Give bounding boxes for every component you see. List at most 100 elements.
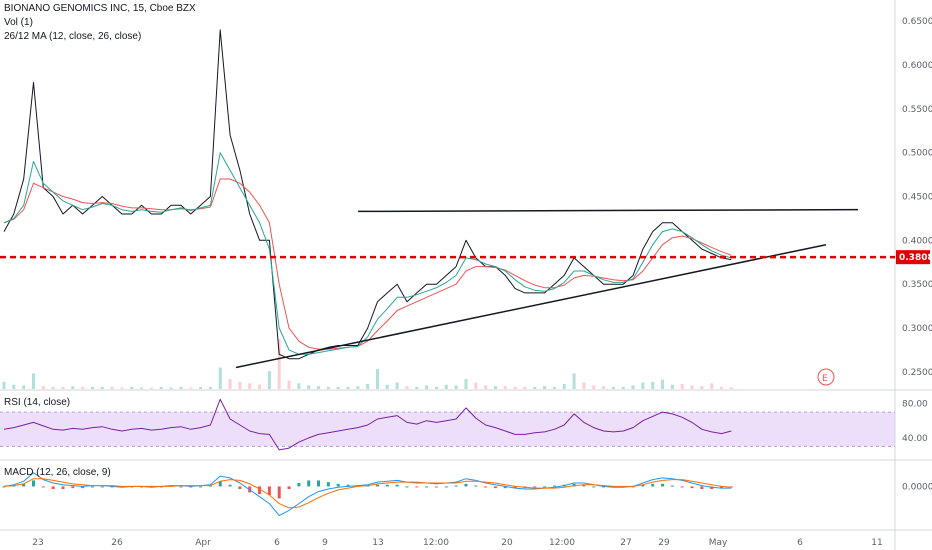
- macd-histogram-bar: [405, 486, 409, 488]
- volume-bar: [51, 386, 55, 389]
- macd-panel: [2, 472, 733, 517]
- macd-histogram-bar: [484, 486, 488, 488]
- volume-bar: [336, 386, 340, 389]
- earnings-circle: [817, 368, 835, 386]
- price-tick-label: 0.6000: [902, 61, 932, 71]
- macd-histogram-bar: [729, 486, 733, 488]
- volume-bar: [543, 386, 547, 389]
- time-tick-label: 20: [501, 538, 513, 548]
- macd-histogram-bar: [543, 486, 547, 488]
- volume-bar: [385, 384, 389, 389]
- macd-histogram-bar: [552, 485, 556, 487]
- volume-bar: [641, 382, 645, 389]
- volume-bar: [356, 386, 360, 389]
- macd-histogram-bar: [130, 486, 134, 488]
- macd-histogram-bar: [100, 486, 104, 488]
- macd-histogram-bar: [71, 486, 75, 489]
- support-trendline: [235, 243, 827, 369]
- volume-bar: [169, 387, 173, 389]
- earnings-marker: E: [817, 368, 835, 386]
- time-tick-label: 6: [274, 538, 280, 548]
- price-tick-label: 0.2500: [902, 368, 932, 378]
- volume-bar: [474, 382, 478, 389]
- volume-bar: [267, 371, 271, 389]
- macd-histogram-bar: [218, 481, 222, 487]
- volume-bar: [552, 386, 556, 389]
- volume-bar: [120, 387, 124, 389]
- rsi-line: [3, 398, 732, 451]
- volume-bar: [375, 369, 379, 389]
- volume-bar: [602, 386, 606, 389]
- macd-histogram-bar: [670, 485, 674, 487]
- volume-bar: [425, 385, 429, 389]
- volume-bar: [100, 386, 104, 389]
- volume-bar: [90, 386, 94, 389]
- volume-bar: [317, 386, 321, 389]
- volume-bar: [218, 367, 222, 389]
- macd-histogram-bar: [199, 486, 203, 488]
- volume-bar: [484, 385, 488, 389]
- time-tick-label: 12:00: [549, 538, 575, 548]
- macd-histogram-bar: [277, 486, 281, 499]
- rsi-tick-label: 40.00: [902, 434, 928, 444]
- volume-bar: [562, 384, 566, 389]
- price-series-line: [3, 29, 732, 360]
- macd-histogram-bar: [464, 483, 468, 487]
- ma-fast-line: [3, 152, 732, 355]
- macd-histogram-bar: [307, 480, 311, 487]
- volume-bar: [208, 386, 212, 389]
- macd-legend: MACD (12, 26, close, 9): [4, 466, 111, 480]
- macd-histogram-bar: [385, 484, 389, 487]
- volume-bar: [258, 384, 262, 389]
- macd-histogram-bar: [434, 486, 438, 488]
- volume-bar: [81, 386, 85, 389]
- time-tick-label: 13: [372, 538, 383, 548]
- macd-histogram-bar: [513, 486, 517, 489]
- macd-histogram-bar: [631, 486, 635, 488]
- macd-histogram-bar: [31, 480, 35, 487]
- macd-line: [3, 472, 732, 517]
- price-tag-text: 0.3808: [899, 253, 932, 263]
- macd-histogram-bar: [395, 484, 399, 487]
- rsi-panel: [0, 398, 895, 451]
- rsi-legend: RSI (14, close): [4, 396, 70, 410]
- volume-bar: [572, 373, 576, 389]
- volume-bar: [533, 386, 537, 389]
- volume-bar: [149, 387, 153, 389]
- price-tick-label: 0.6500: [902, 17, 932, 27]
- volume-bar: [238, 381, 242, 389]
- price-tick-label: 0.5500: [902, 105, 932, 115]
- volume-bar: [199, 386, 203, 389]
- macd-histogram-bar: [661, 483, 665, 487]
- ma-slow-line: [3, 178, 732, 350]
- volume-bar: [523, 386, 527, 389]
- volume-bar: [690, 385, 694, 389]
- macd-histogram-bar: [493, 486, 497, 489]
- volume-bar: [621, 386, 625, 389]
- volume-bar: [454, 385, 458, 389]
- macd-histogram-bar: [110, 486, 114, 488]
- price-tick-label: 0.3500: [902, 280, 932, 290]
- macd-histogram-bar: [189, 486, 193, 488]
- macd-histogram-bar: [22, 483, 26, 487]
- macd-histogram-bar: [375, 484, 379, 487]
- volume-bar: [434, 386, 438, 389]
- volume-bar: [720, 386, 724, 389]
- price-tick-label: 0.4500: [902, 193, 932, 203]
- volume-bar: [248, 383, 252, 389]
- volume-bar: [307, 385, 311, 389]
- macd-histogram-bar: [51, 486, 55, 489]
- macd-tick-label: 0.0000: [902, 482, 932, 492]
- macd-histogram-bar: [140, 486, 144, 488]
- volume-bar: [297, 383, 301, 389]
- macd-signal-line: [3, 478, 732, 509]
- chart-title: BIONANO GENOMICS INC, 15, Cboe BZX: [4, 3, 196, 14]
- ma-legend: 26/12 MA (12, close, 26, close): [4, 31, 142, 42]
- volume-bar: [2, 381, 6, 389]
- macd-histogram-bar: [680, 486, 684, 488]
- macd-histogram-bar: [425, 486, 429, 488]
- volume-bar: [277, 339, 281, 389]
- volume-bar: [444, 384, 448, 389]
